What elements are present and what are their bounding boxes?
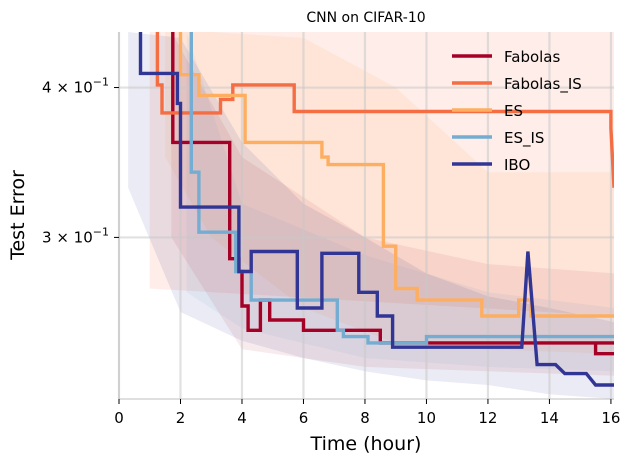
legend-item-ibo: IBO [452,156,530,174]
legend-item-es-is: ES_IS [452,129,544,148]
legend-item-fabolas-is: Fabolas_IS [452,75,582,94]
y-axis-label: Test Error [7,170,29,261]
series-line-es-is [189,32,614,345]
legend-label-fabolas: Fabolas [504,48,561,66]
legend-label-es-is: ES_IS [504,129,544,148]
y-ticks: 4 × 10−1 3 × 10−1 [42,76,119,246]
x-tick-label: 16 [601,409,620,427]
plot-area [117,32,615,399]
legend-label-fabolas-is: Fabolas_IS [504,75,582,94]
series-lines [138,32,614,387]
axes [118,32,614,400]
series-line-fabolas-tail [593,342,614,356]
legend-item-fabolas: Fabolas [452,48,561,66]
x-tick-label: 0 [114,409,124,427]
legend: Fabolas Fabolas_IS ES ES_IS IBO [452,48,582,174]
series-line-fabolas [171,32,614,345]
x-tick-label: 8 [360,409,370,427]
x-tick-label: 4 [237,409,247,427]
series-line-es [178,32,614,318]
x-tick-label: 10 [417,409,436,427]
legend-item-es: ES [452,102,523,120]
legend-label-ibo: IBO [504,156,530,174]
band-es [165,32,614,354]
band-es-is [186,32,614,372]
x-tick-label: 12 [478,409,497,427]
x-tick-label: 2 [176,409,186,427]
x-tick-label: 6 [299,409,309,427]
x-tick-label: 14 [540,409,559,427]
series-line-fabolas-is [155,32,614,188]
chart-title: CNN on CIFAR-10 [306,10,425,26]
band-fabolas [171,32,615,376]
y-tick-label: 4 × 10−1 [42,76,109,97]
x-axis-label: Time (hour) [310,433,422,455]
legend-label-es: ES [504,102,523,120]
y-tick-label: 3 × 10−1 [42,225,109,246]
series-line-ibo [138,32,614,387]
x-ticks: 0 2 4 6 8 10 12 14 16 [114,399,620,427]
